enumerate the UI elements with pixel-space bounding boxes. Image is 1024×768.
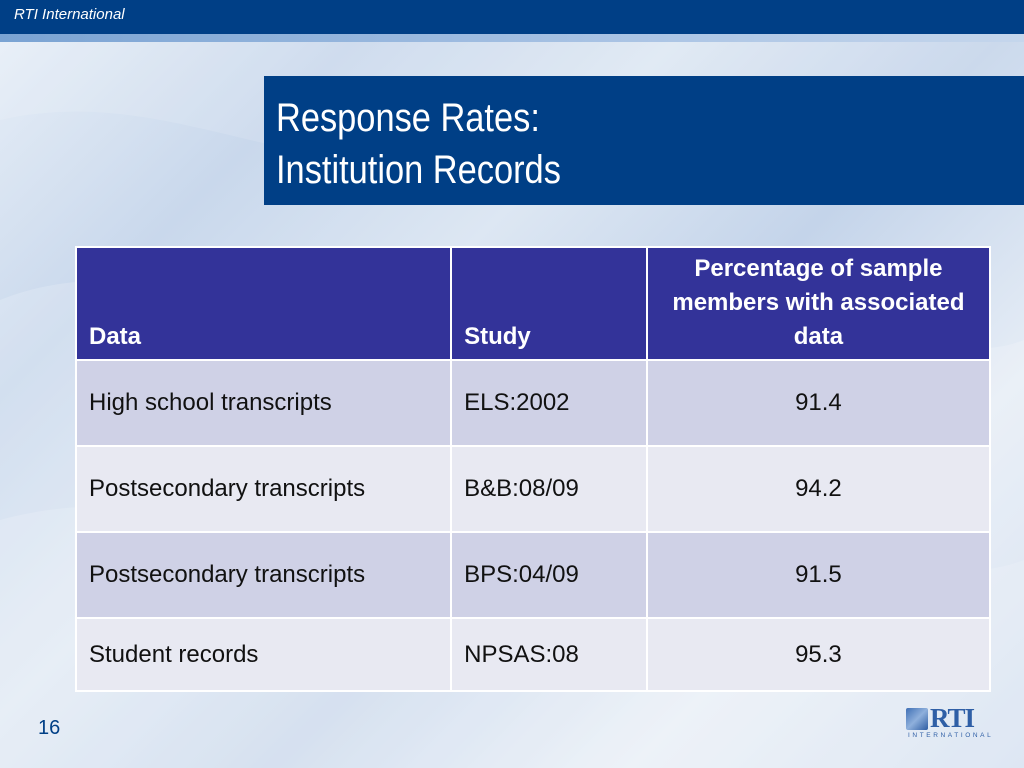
slide-title: Response Rates: Institution Records [264, 76, 1024, 205]
column-header-study: Study [450, 246, 648, 361]
cell-percentage: 94.2 [645, 445, 992, 533]
cell-percentage: 91.5 [645, 531, 992, 619]
column-header-data: Data [74, 246, 453, 361]
logo-subtext: INTERNATIONAL [908, 732, 994, 739]
org-name: RTI International [14, 6, 125, 23]
cell-percentage: 95.3 [645, 617, 992, 692]
cell-study: B&B:08/09 [450, 445, 648, 533]
logo-text: RTI [930, 703, 975, 733]
response-rates-table: Data Study Percentage of sample members … [74, 246, 992, 692]
rti-logo: RTI INTERNATIONAL [906, 703, 991, 741]
cell-data: Postsecondary transcripts [74, 445, 453, 533]
page-number: 16 [38, 717, 61, 739]
cell-study: BPS:04/09 [450, 531, 648, 619]
logo-mark-icon [906, 708, 928, 730]
cell-study: NPSAS:08 [450, 617, 648, 692]
table-row: Postsecondary transcripts BPS:04/09 91.5 [74, 531, 992, 619]
table-row: Student records NPSAS:08 95.3 [74, 617, 992, 692]
slide-title-line-2: Institution Records [276, 148, 561, 192]
top-banner: RTI International [0, 0, 1024, 34]
cell-data: Student records [74, 617, 453, 692]
cell-percentage: 91.4 [645, 359, 992, 447]
column-header-percentage: Percentage of sample members with associ… [645, 246, 992, 361]
table-row: High school transcripts ELS:2002 91.4 [74, 359, 992, 447]
table-row: Postsecondary transcripts B&B:08/09 94.2 [74, 445, 992, 533]
cell-study: ELS:2002 [450, 359, 648, 447]
cell-data: High school transcripts [74, 359, 453, 447]
banner-accent-stripe [0, 34, 1024, 42]
cell-data: Postsecondary transcripts [74, 531, 453, 619]
table-header-row: Data Study Percentage of sample members … [74, 246, 992, 361]
slide-title-line-1: Response Rates: [276, 96, 540, 140]
